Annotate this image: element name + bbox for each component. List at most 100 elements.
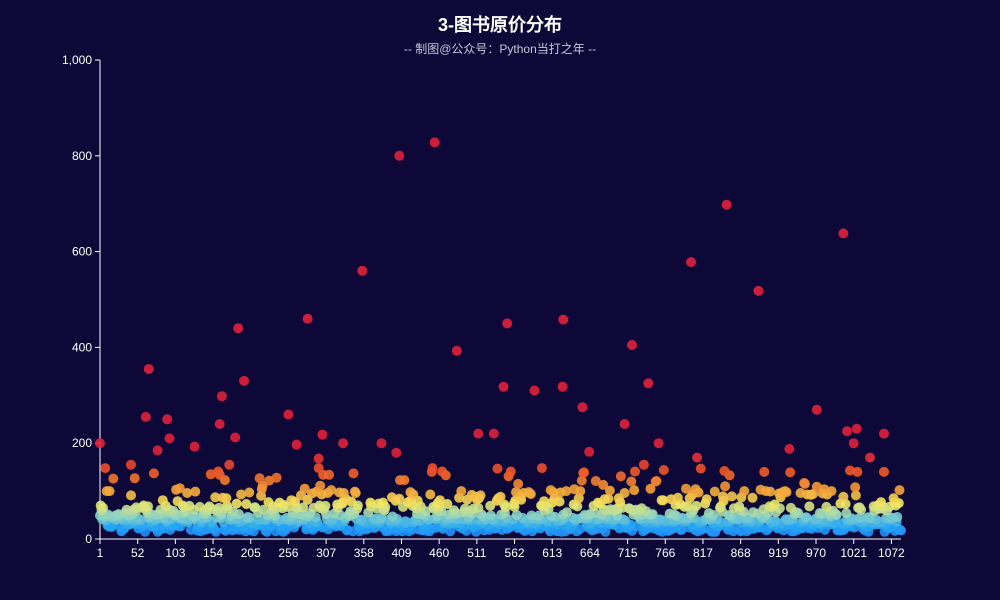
data-point[interactable] (561, 486, 572, 497)
data-point[interactable] (804, 501, 815, 512)
data-point[interactable] (739, 486, 750, 497)
data-point[interactable] (748, 507, 759, 518)
data-point[interactable] (651, 476, 662, 486)
data-point[interactable] (734, 501, 745, 512)
data-point[interactable] (250, 502, 261, 513)
data-point[interactable] (473, 502, 484, 513)
data-point[interactable] (299, 483, 310, 494)
data-point[interactable] (557, 381, 568, 392)
data-point[interactable] (529, 385, 540, 396)
data-point[interactable] (626, 476, 637, 487)
data-point[interactable] (429, 137, 440, 148)
data-point[interactable] (258, 504, 269, 515)
data-point[interactable] (100, 463, 111, 474)
data-point[interactable] (326, 485, 337, 496)
data-point[interactable] (442, 499, 453, 509)
data-point[interactable] (539, 496, 550, 507)
data-point[interactable] (664, 508, 675, 519)
data-point[interactable] (690, 484, 701, 495)
data-point[interactable] (448, 505, 459, 516)
data-point[interactable] (174, 483, 185, 494)
data-point[interactable] (838, 228, 849, 239)
data-point[interactable] (576, 475, 587, 486)
data-point[interactable] (709, 486, 720, 497)
data-point[interactable] (842, 426, 853, 437)
data-point[interactable] (499, 499, 510, 510)
data-point[interactable] (795, 488, 806, 498)
data-point[interactable] (681, 483, 691, 494)
data-point[interactable] (210, 492, 221, 503)
data-point[interactable] (720, 481, 731, 492)
data-point[interactable] (271, 472, 282, 483)
data-point[interactable] (104, 486, 115, 497)
data-point[interactable] (759, 466, 770, 477)
data-point[interactable] (638, 459, 649, 470)
data-point[interactable] (95, 500, 106, 511)
data-point[interactable] (172, 496, 183, 507)
data-point[interactable] (334, 487, 345, 498)
data-point[interactable] (562, 507, 572, 518)
data-point[interactable] (523, 487, 534, 498)
data-point[interactable] (879, 466, 889, 477)
data-point[interactable] (126, 459, 136, 470)
data-point[interactable] (314, 500, 325, 511)
data-point[interactable] (129, 473, 140, 484)
data-point[interactable] (526, 510, 537, 521)
data-point[interactable] (838, 491, 849, 502)
data-point[interactable] (231, 498, 242, 509)
data-point[interactable] (692, 452, 703, 463)
data-point[interactable] (348, 468, 359, 479)
data-point[interactable] (451, 345, 462, 356)
data-point[interactable] (298, 502, 309, 513)
data-point[interactable] (658, 465, 669, 475)
data-point[interactable] (485, 510, 496, 521)
data-point[interactable] (492, 463, 503, 474)
data-point[interactable] (785, 502, 796, 513)
data-point[interactable] (879, 428, 889, 439)
data-point[interactable] (498, 381, 509, 392)
data-point[interactable] (799, 478, 810, 488)
data-point[interactable] (338, 438, 349, 449)
data-point[interactable] (138, 500, 149, 511)
data-point[interactable] (558, 314, 569, 325)
data-point[interactable] (236, 489, 247, 500)
data-point[interactable] (753, 285, 764, 296)
data-point[interactable] (894, 485, 905, 496)
data-point[interactable] (513, 478, 524, 489)
data-point[interactable] (505, 466, 516, 477)
data-point[interactable] (460, 503, 470, 514)
data-point[interactable] (189, 441, 200, 452)
data-point[interactable] (619, 488, 630, 498)
data-point[interactable] (291, 439, 302, 450)
data-point[interactable] (313, 463, 324, 474)
data-point[interactable] (317, 429, 328, 440)
data-point[interactable] (850, 482, 861, 493)
data-point[interactable] (378, 497, 388, 508)
data-point[interactable] (140, 411, 151, 422)
data-point[interactable] (434, 495, 445, 506)
data-point[interactable] (717, 491, 728, 502)
data-point[interactable] (726, 491, 737, 502)
data-point[interactable] (222, 500, 233, 511)
data-point[interactable] (182, 488, 193, 498)
data-point[interactable] (242, 512, 253, 522)
data-point[interactable] (643, 378, 654, 389)
data-point[interactable] (214, 419, 225, 429)
data-point[interactable] (630, 466, 640, 477)
data-point[interactable] (394, 150, 405, 161)
data-point[interactable] (286, 495, 297, 506)
data-point[interactable] (577, 402, 588, 413)
data-point[interactable] (466, 489, 477, 500)
data-point[interactable] (224, 459, 235, 470)
data-point[interactable] (845, 465, 855, 476)
data-point[interactable] (230, 432, 241, 443)
data-point[interactable] (619, 419, 630, 429)
data-point[interactable] (672, 492, 683, 503)
data-point[interactable] (437, 466, 448, 477)
data-point[interactable] (658, 495, 669, 506)
data-point[interactable] (190, 486, 201, 497)
data-point[interactable] (400, 516, 411, 527)
data-point[interactable] (821, 501, 832, 512)
data-point[interactable] (579, 467, 589, 478)
data-point[interactable] (194, 501, 205, 512)
